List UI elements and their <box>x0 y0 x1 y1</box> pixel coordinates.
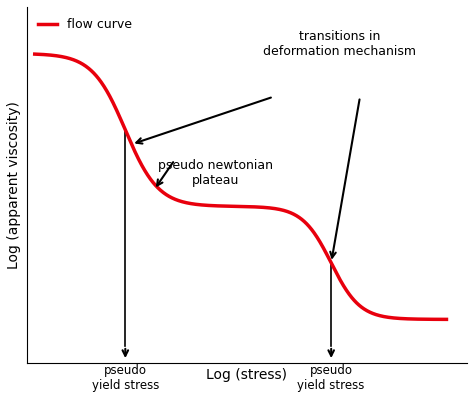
Text: transitions in
deformation mechanism: transitions in deformation mechanism <box>263 30 416 58</box>
Text: pseudo
yield stress: pseudo yield stress <box>91 364 159 392</box>
Text: pseudo
yield stress: pseudo yield stress <box>298 364 365 392</box>
Legend: flow curve: flow curve <box>33 13 137 36</box>
Y-axis label: Log (apparent viscosity): Log (apparent viscosity) <box>7 101 21 269</box>
Text: pseudo newtonian
plateau: pseudo newtonian plateau <box>158 159 273 187</box>
X-axis label: Log (stress): Log (stress) <box>206 368 287 382</box>
